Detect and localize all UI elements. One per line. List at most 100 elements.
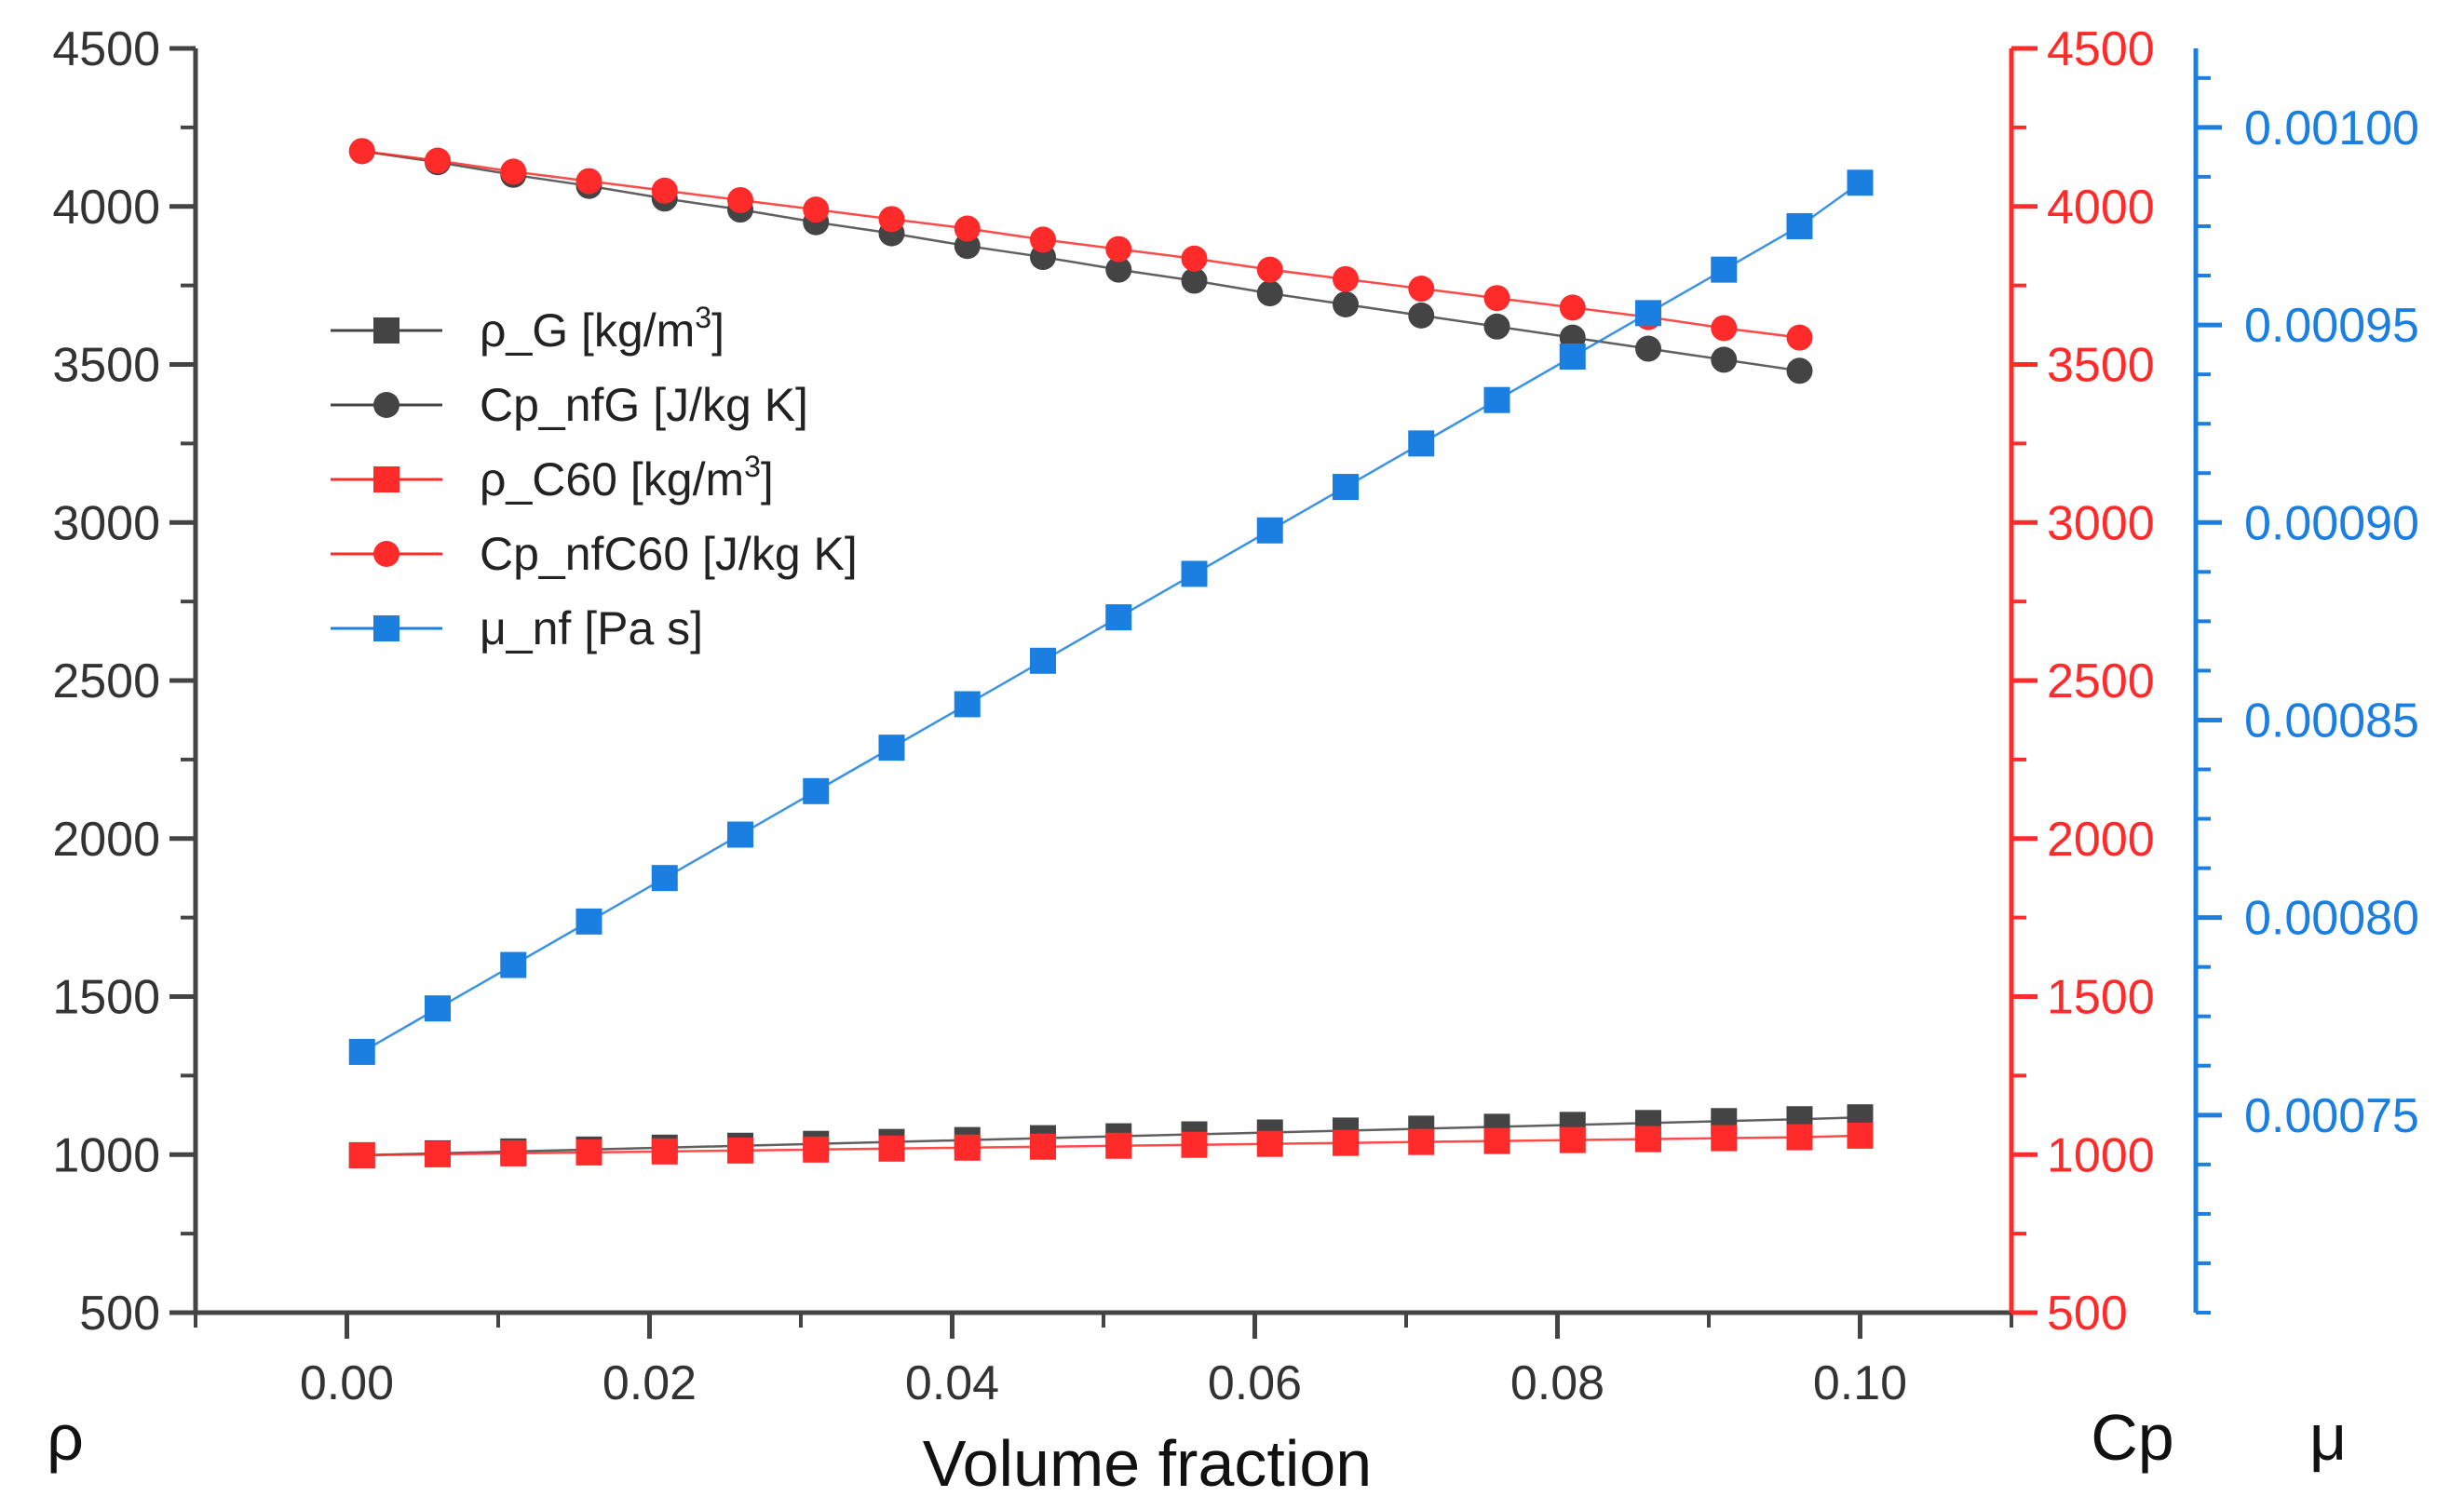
legend-label: Cp_nfG [J/kg K] (480, 379, 808, 431)
data-point (1408, 430, 1435, 457)
left-tick-label: 2000 (52, 813, 160, 867)
data-point (1711, 315, 1738, 342)
data-point (651, 177, 678, 204)
left-tick-label: 500 (79, 1287, 160, 1341)
legend-item: ρ_C60 [kg/m3] (331, 450, 774, 506)
data-point (1559, 294, 1586, 321)
data-point (1181, 267, 1208, 294)
legend-label: μ_nf [Pa s] (480, 602, 703, 654)
data-point (954, 691, 981, 718)
data-point (1847, 1122, 1874, 1149)
left-tick-label: 4500 (52, 22, 160, 76)
legend: ρ_G [kg/m3] Cp_nfG [J/kg K] ρ_C60 [kg/m3] C… (331, 301, 858, 654)
data-point (1635, 335, 1661, 362)
legend-item: Cp_nfC60 [J/kg K] (331, 528, 858, 580)
data-point (878, 206, 905, 233)
data-point (1181, 560, 1208, 587)
left-tick-label: 1000 (52, 1128, 160, 1182)
data-point (651, 865, 678, 892)
data-point (575, 908, 602, 935)
x-tick-label: 0.02 (602, 1356, 697, 1410)
data-point (727, 821, 753, 848)
legend-marker (373, 466, 399, 492)
data-point (348, 1141, 375, 1168)
data-point (1333, 474, 1359, 501)
data-point (348, 138, 375, 165)
data-point (1333, 1129, 1359, 1156)
left-tick-label: 3500 (52, 339, 160, 393)
data-point (1847, 169, 1874, 196)
data-point (1786, 1124, 1813, 1151)
left-tick-label: 1500 (52, 971, 160, 1025)
legend-marker (373, 615, 399, 641)
legend-item: Cp_nfG [J/kg K] (331, 379, 808, 431)
data-point (878, 735, 905, 762)
right-tick-label: 4000 (2047, 181, 2155, 235)
x-tick-label: 0.04 (905, 1356, 999, 1410)
data-point (1711, 256, 1738, 283)
data-point (1105, 256, 1132, 283)
data-point (1786, 357, 1813, 384)
series-5 (348, 169, 1874, 1065)
data-point (1333, 265, 1359, 292)
x-tick-label: 0.08 (1510, 1356, 1604, 1410)
data-point (1711, 1125, 1738, 1152)
data-point (954, 215, 981, 242)
data-point (1786, 324, 1813, 351)
legend-marker (373, 392, 399, 418)
data-point (1483, 1127, 1510, 1154)
data-point (425, 147, 451, 174)
right-tick-label: 1000 (2047, 1128, 2155, 1182)
mu-tick-label: 0.00095 (2244, 299, 2419, 353)
legend-item: μ_nf [Pa s] (331, 602, 703, 654)
data-point (1256, 280, 1283, 307)
x-tick-label: 0.00 (300, 1356, 394, 1410)
plot-area (348, 138, 1874, 1168)
data-point (1635, 300, 1661, 327)
data-point (1635, 1126, 1661, 1153)
data-point (1483, 386, 1510, 413)
data-point (425, 995, 451, 1022)
data-point (1408, 1128, 1435, 1155)
data-point (727, 1137, 753, 1164)
data-point (575, 1139, 602, 1166)
data-point (1786, 212, 1813, 239)
mu-tick-label: 0.00085 (2244, 694, 2419, 748)
right-tick-label: 3000 (2047, 496, 2155, 550)
right-tick-label: 3500 (2047, 339, 2155, 393)
data-point (1181, 1131, 1208, 1158)
data-point (803, 777, 830, 804)
data-point (1105, 1132, 1132, 1159)
legend-label: Cp_nfC60 [J/kg K] (480, 528, 858, 580)
right-tick-label: 500 (2047, 1287, 2128, 1341)
mu-tick-label: 0.00080 (2244, 892, 2419, 946)
mu-axis-label: μ (2309, 1401, 2347, 1474)
data-point (803, 196, 830, 223)
data-point (1483, 313, 1510, 340)
data-point (1559, 1126, 1586, 1153)
data-point (1559, 344, 1586, 371)
mu-tick-label: 0.00090 (2244, 496, 2419, 550)
legend-label: ρ_G [kg/m3] (480, 301, 724, 357)
data-point (500, 1139, 527, 1166)
data-point (878, 1135, 905, 1162)
mu-tick-label: 0.00075 (2244, 1089, 2419, 1143)
left-tick-label: 3000 (52, 496, 160, 550)
x-tick-label: 0.10 (1813, 1356, 1907, 1410)
data-point (1711, 346, 1738, 373)
data-point (500, 951, 527, 978)
legend-item: ρ_G [kg/m3] (331, 301, 724, 357)
axes: 0.00 0.02 0.04 0.06 0.08 0.10 500 1000 1500 2000 2… (52, 22, 2419, 1410)
data-point (1181, 245, 1208, 272)
right-tick-label: 2000 (2047, 813, 2155, 867)
data-point (954, 1134, 981, 1161)
data-point (1408, 276, 1435, 303)
legend-marker (373, 541, 399, 567)
data-point (348, 1038, 375, 1065)
left-axis-label: ρ (47, 1401, 84, 1474)
data-point (1105, 604, 1132, 631)
data-point (1030, 1133, 1056, 1160)
right-tick-label: 1500 (2047, 971, 2155, 1025)
series-3 (348, 1122, 1874, 1168)
